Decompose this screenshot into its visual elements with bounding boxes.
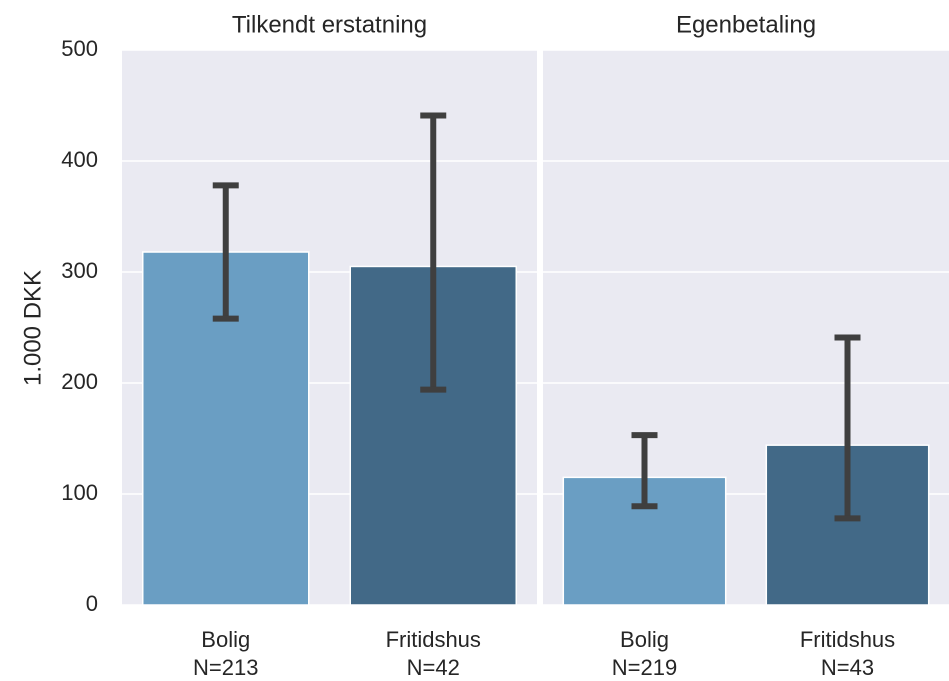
facet-panel: Egenbetaling Bolig N=219 Fritidshus N=43 <box>543 11 949 680</box>
y-tick-label: 400 <box>61 147 98 172</box>
x-tick-sample-size: N=42 <box>407 655 460 680</box>
facet-title: Tilkendt erstatning <box>232 11 427 38</box>
x-tick-label: Fritidshus <box>386 627 481 652</box>
y-tick-label: 500 <box>61 36 98 61</box>
facet-title: Egenbetaling <box>676 11 816 38</box>
y-tick-label: 100 <box>61 480 98 505</box>
facet-panel: Tilkendt erstatning Bolig N=213 Fritidshus N… <box>122 11 537 680</box>
y-tick-label: 200 <box>61 369 98 394</box>
y-axis-ticks: 0 100 200 300 400 500 <box>61 36 98 616</box>
y-tick-label: 300 <box>61 258 98 283</box>
x-tick-label: Bolig <box>620 627 669 652</box>
x-tick-label: Bolig <box>201 627 250 652</box>
facet-panels: Tilkendt erstatning Bolig N=213 Fritidshus N… <box>122 11 949 680</box>
y-tick-label: 0 <box>86 591 98 616</box>
x-tick-sample-size: N=219 <box>612 655 677 680</box>
x-tick-label: Fritidshus <box>800 627 895 652</box>
x-tick-sample-size: N=43 <box>821 655 874 680</box>
x-tick-sample-size: N=213 <box>193 655 258 680</box>
y-axis-label: 1.000 DKK <box>19 270 46 386</box>
